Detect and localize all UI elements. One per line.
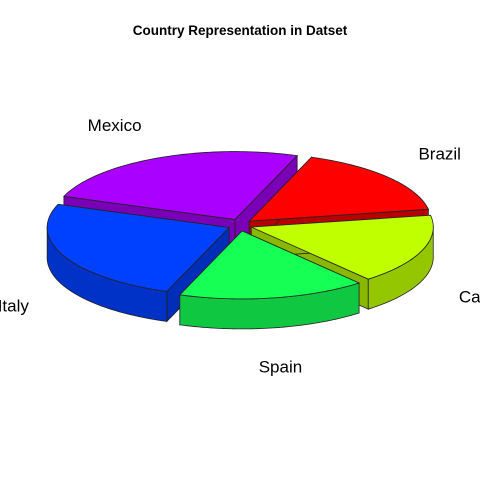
- slice-label-canada: Canada: [459, 288, 480, 307]
- pie-slice-spain: [178, 229, 361, 330]
- slice-label-italy: Italy: [0, 296, 29, 315]
- slice-label-mexico: Mexico: [88, 116, 142, 135]
- chart-title: Country Representation in Datset: [133, 23, 348, 38]
- slice-label-spain: Spain: [259, 358, 302, 377]
- slices-layer: [46, 151, 434, 330]
- labels-layer: Brazil Mexico Italy Spain Canada: [0, 116, 480, 377]
- slice-label-brazil: Brazil: [418, 145, 461, 164]
